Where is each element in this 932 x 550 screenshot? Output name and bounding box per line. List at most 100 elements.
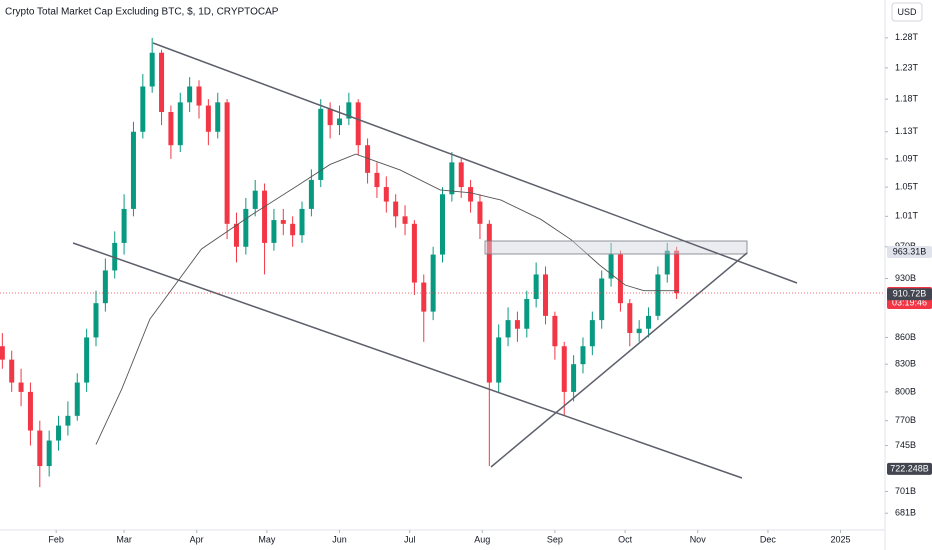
candle-body [224,102,230,224]
candle-body [243,208,249,247]
currency-button[interactable] [891,2,923,22]
candle-body [252,190,258,209]
candle-body [617,254,623,304]
y-tick-label: 1.28T [895,32,919,42]
plot-area [0,37,680,488]
candle-body [636,328,642,334]
y-tick-label: 1.23T [895,62,919,72]
candle-body [290,223,296,236]
candle-body [318,108,324,180]
candle-body [271,220,277,243]
currency[interactable]: USD [897,7,917,17]
candle-body [430,254,436,312]
candle-body [496,337,502,383]
candle-body [121,208,127,243]
y-tick-label: 1.13T [895,126,919,136]
candle-body [599,278,605,321]
candle-body [383,187,389,202]
candle-body [449,162,455,195]
candle-body [336,118,342,126]
candle-body [468,187,474,202]
candle-body [552,315,558,347]
x-tick-label: Jul [404,534,416,544]
candle-body [168,112,174,146]
countdown: 03:19:46 [892,297,927,307]
candle-body [346,102,352,119]
y-tick-label: 1.05T [895,181,919,191]
candle-body [233,223,239,247]
price-label-box [887,288,932,301]
candle-body [65,415,71,426]
candle-body [505,320,511,338]
y-tick-label: 1.09T [895,153,919,163]
x-tick-label: Apr [190,534,204,544]
resistance-zone [484,240,748,255]
candle-body [46,440,52,467]
candle-body [355,102,361,146]
trend-line [152,42,798,284]
candle-body [655,274,661,316]
candle-body [421,282,427,312]
y-tick-label: 930B [895,273,916,283]
candle-body [393,201,399,217]
y-tick-label: 830B [895,359,916,369]
candle-body [571,364,577,392]
candle-body [327,108,333,126]
price-label-box [887,245,932,258]
candle-body [299,208,305,236]
candle-body [187,86,193,103]
candle-body [365,145,371,173]
candle-body [514,320,520,329]
candle-body [580,346,586,365]
candle-body [102,270,108,304]
candle-body [56,425,62,441]
candle-body [280,220,286,224]
x-tick-label: Mar [116,534,132,544]
candle-body [130,131,136,209]
candle-body [9,359,15,383]
price-label: 963.31B [893,246,927,256]
candle-body [374,172,380,188]
candle-body [177,102,183,146]
x-tick-label: Nov [690,534,707,544]
price-label: 722.248B [890,463,929,473]
candle-body [0,346,5,360]
candle-body [402,216,408,224]
x-tick-label: Jun [332,534,347,544]
candle-body [608,254,614,279]
y-tick-label: 800B [895,386,916,396]
candle-body [27,391,33,431]
candle-body [84,337,90,383]
candle-body [533,274,539,300]
candle-body [486,223,492,383]
y-tick-label: 1.18T [895,94,919,104]
candle-body [664,250,670,275]
x-tick-label: Dec [760,534,777,544]
x-tick-label: Oct [618,534,633,544]
y-tick-label: 1.01T [895,211,919,221]
x-tick-label: Sep [547,534,563,544]
y-tick-label: 770B [895,415,916,425]
candle-body [159,52,165,113]
price-label: 910.72B [893,289,927,299]
y-tick-label: 701B [895,486,916,496]
x-tick-label: May [258,534,276,544]
candle-body [140,86,146,132]
y-tick-label: 681B [895,508,916,518]
candle-body [93,303,99,338]
y-tick-label: 745B [895,440,916,450]
candle-body [674,250,680,294]
candle-body [18,382,24,392]
candle-body [561,346,567,392]
candle-body [458,162,464,188]
x-tick-label: 2025 [831,534,851,544]
candle-body [308,179,314,209]
x-tick-label: Feb [48,534,64,544]
x-tick-label: Aug [474,534,490,544]
candle-body [627,303,633,334]
moving-average [95,153,679,445]
candle-body [477,201,483,224]
candle-body [440,194,445,255]
